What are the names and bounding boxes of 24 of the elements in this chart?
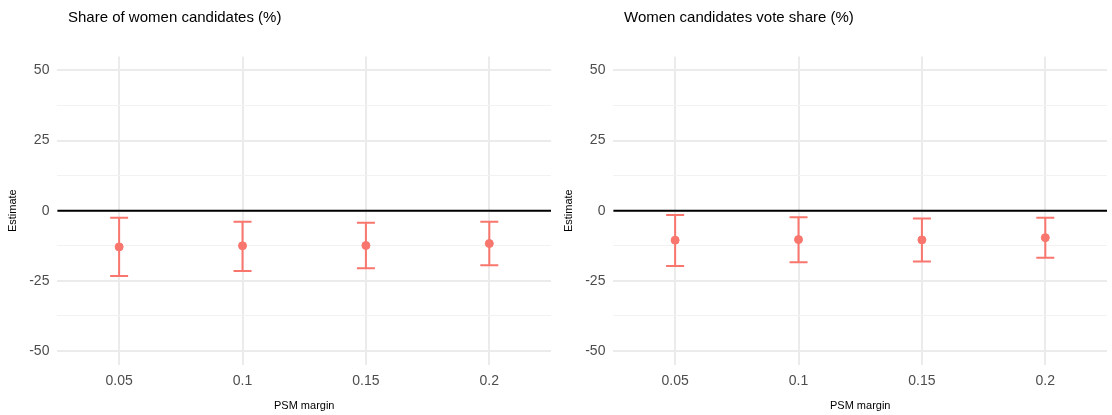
x-tick-label: 0.15 [908, 372, 936, 389]
y-tick-label: -25 [585, 271, 606, 288]
y-tick-label: 25 [33, 131, 50, 148]
x-tick-label: 0.15 [352, 372, 380, 389]
y-tick-label: 0 [41, 201, 50, 218]
x-tick-label: 0.1 [788, 372, 809, 389]
x-tick-label: 0.05 [661, 372, 689, 389]
y-tick-label: 25 [589, 131, 606, 148]
x-tick-label: 0.2 [1035, 372, 1056, 389]
chart-title: Women candidates vote share (%) [624, 8, 854, 25]
x-axis-title: PSM margin [829, 399, 891, 412]
y-axis-title: Estimate [5, 189, 18, 233]
y-tick-label: 0 [597, 201, 606, 218]
y-tick-label: -50 [29, 341, 50, 358]
y-tick-label: 50 [589, 61, 606, 78]
y-tick-label: -25 [29, 271, 50, 288]
y-axis-title: Estimate [561, 189, 574, 233]
x-tick-label: 0.2 [479, 372, 500, 389]
y-tick-label: 50 [33, 61, 50, 78]
y-tick-label: -50 [585, 341, 606, 358]
x-tick-label: 0.05 [105, 372, 133, 389]
x-axis-title: PSM margin [273, 399, 335, 412]
chart-title: Share of women candidates (%) [68, 8, 282, 25]
x-tick-label: 0.1 [232, 372, 253, 389]
